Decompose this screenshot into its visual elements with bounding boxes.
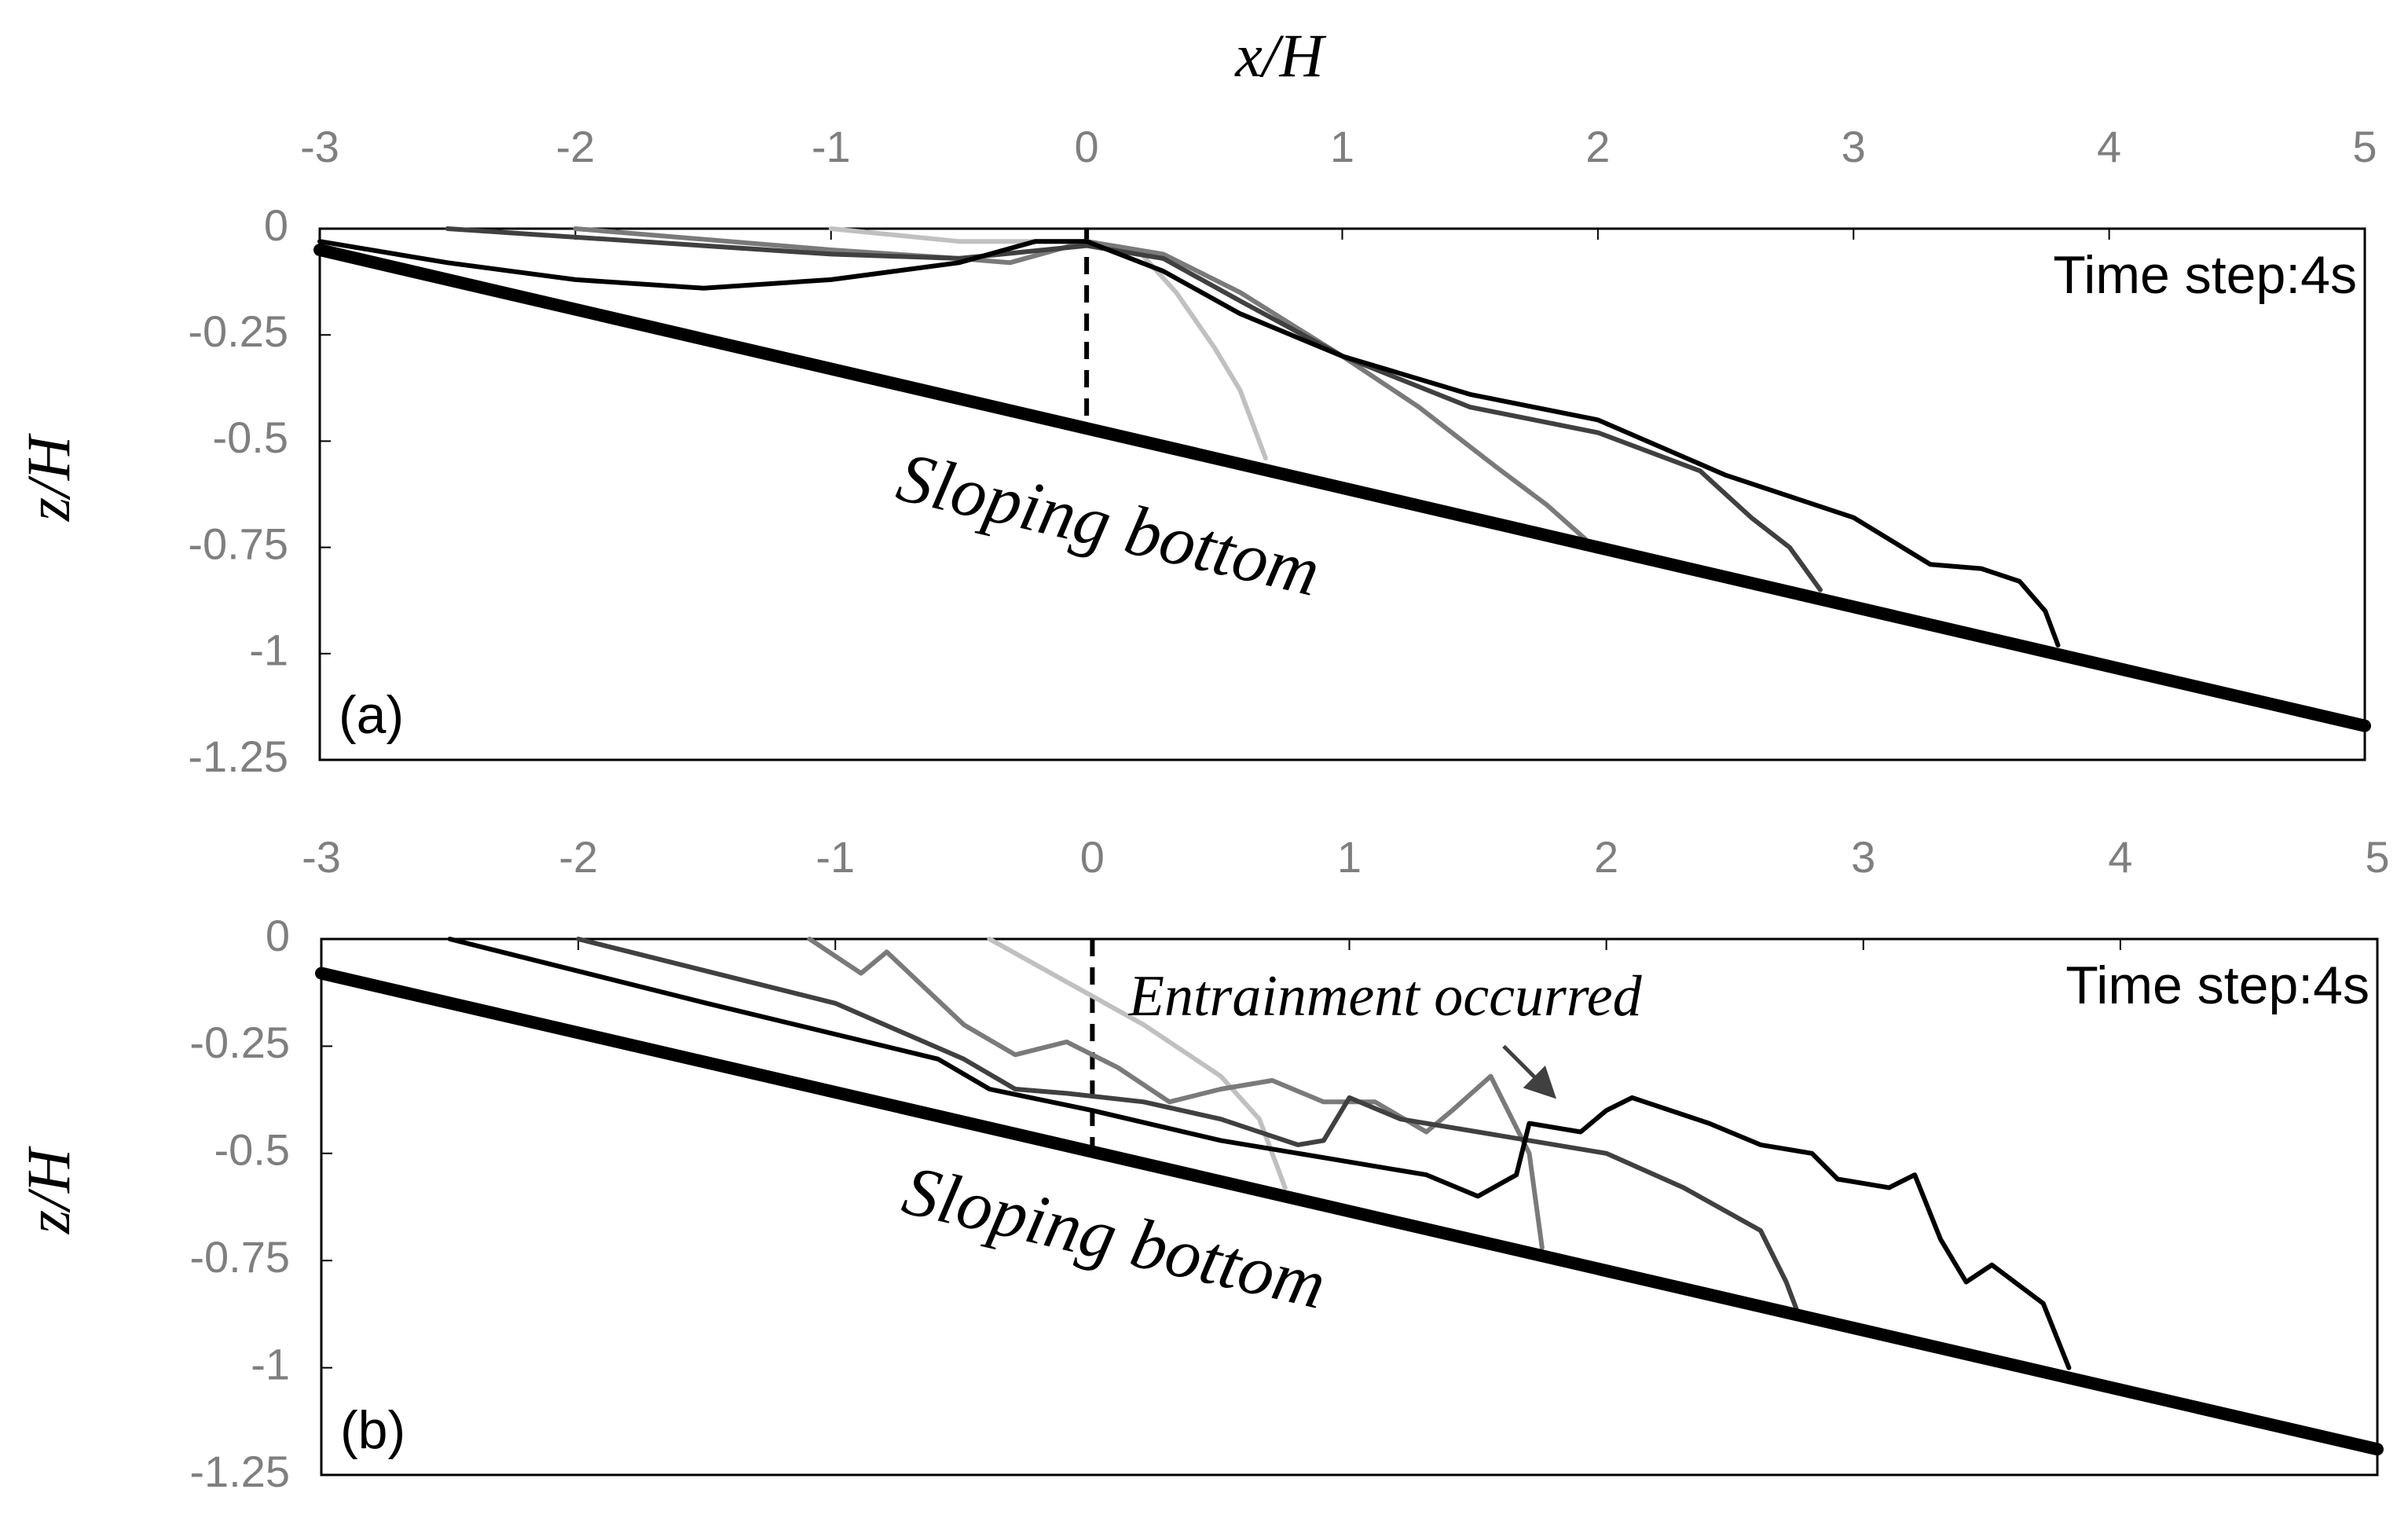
time-label: Time step:4s <box>2053 245 2357 305</box>
bottom-label: Sloping bottom <box>896 1151 1333 1324</box>
time-label: Time step:4s <box>2065 956 2370 1015</box>
x-tick-label: -2 <box>555 122 595 171</box>
series-line <box>317 239 2061 647</box>
y-tick-label: -1.25 <box>189 1447 290 1496</box>
y-tick-label: 0 <box>264 200 288 250</box>
sloping-bottom <box>315 967 2384 1456</box>
x-tick-label: 3 <box>1851 832 1875 882</box>
y-tick-label: 0 <box>266 911 290 960</box>
series-line <box>445 226 1823 592</box>
x-tick-label: 5 <box>2352 122 2377 171</box>
y-tick-label: -1 <box>249 625 288 675</box>
x-tick-label: 4 <box>2108 832 2132 882</box>
sloping-bottom <box>313 244 2371 732</box>
x-tick-label: 1 <box>1330 122 1354 171</box>
x-axis-title: x/H <box>1234 21 1326 90</box>
annotation-arrow <box>1502 1044 1557 1099</box>
x-tick-label: 0 <box>1075 122 1099 171</box>
y-axis-title: z/H <box>14 433 82 522</box>
annotation: Entrainment occurred <box>1128 964 1643 1029</box>
x-tick-label: 4 <box>2097 122 2121 171</box>
series-line <box>987 937 1288 1190</box>
panel-label: (a) <box>339 685 404 745</box>
y-tick-label: -0.75 <box>189 1232 290 1282</box>
y-tick-label: -1.25 <box>188 732 288 781</box>
y-tick-label: -0.5 <box>214 1125 291 1175</box>
y-axis-title: z/H <box>14 1146 82 1234</box>
x-tick-label: 0 <box>1080 832 1105 882</box>
y-tick-label: -0.5 <box>213 413 289 462</box>
x-tick-label: -1 <box>812 122 851 171</box>
series-line <box>807 937 1545 1250</box>
x-tick-label: -3 <box>302 832 341 882</box>
x-tick-label: 1 <box>1337 832 1362 882</box>
x-tick-label: 3 <box>1842 122 1866 171</box>
y-tick-label: -0.75 <box>188 519 288 568</box>
x-tick-label: 2 <box>1585 122 1610 171</box>
y-tick-label: -1 <box>251 1339 290 1388</box>
x-tick-label: -3 <box>300 122 339 171</box>
y-tick-label: -0.25 <box>188 306 288 356</box>
x-tick-label: -1 <box>815 832 855 882</box>
series-line <box>447 937 2072 1370</box>
y-tick-label: -0.25 <box>189 1018 290 1067</box>
x-tick-label: 2 <box>1594 832 1618 882</box>
series-line <box>576 937 1801 1319</box>
x-tick-label: -2 <box>559 832 598 882</box>
x-tick-label: 5 <box>2365 832 2389 882</box>
panel-label: (b) <box>340 1400 405 1460</box>
